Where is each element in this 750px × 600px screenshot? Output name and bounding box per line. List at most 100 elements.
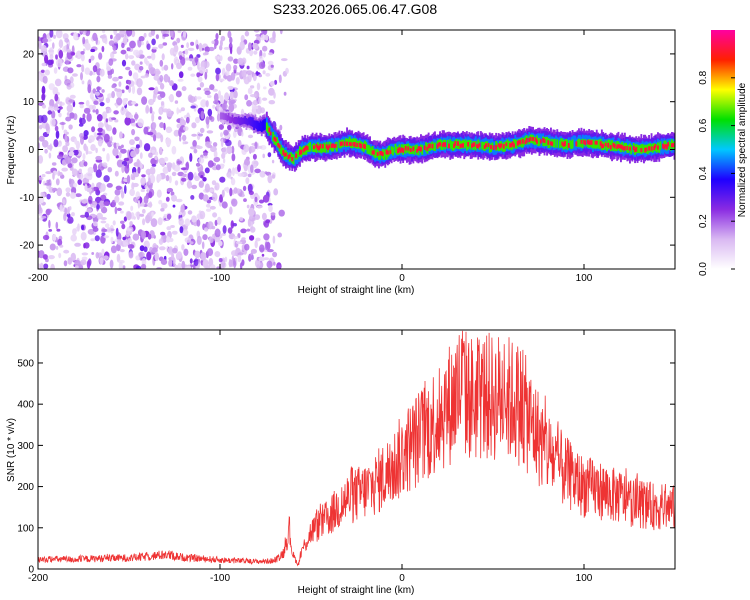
heatmap-cell — [110, 34, 113, 40]
heatmap-cell — [579, 139, 582, 148]
heatmap-cell — [443, 142, 445, 146]
heatmap-cell — [184, 237, 192, 243]
heatmap-cell — [281, 58, 288, 62]
heatmap-cell — [463, 140, 466, 149]
heatmap-cell — [107, 74, 113, 79]
heatmap-cell — [239, 262, 243, 269]
heatmap-cell — [48, 255, 55, 260]
heatmap-cell — [40, 44, 48, 54]
heatmap-cell — [88, 58, 92, 64]
heatmap-cell — [258, 256, 266, 262]
heatmap-cell — [58, 39, 64, 49]
heatmap-cell — [273, 136, 276, 141]
heatmap-cell — [204, 46, 211, 53]
heatmap-cell — [152, 93, 156, 103]
heatmap-cell — [193, 148, 198, 154]
heatmap-cell — [58, 112, 62, 118]
heatmap-cell — [550, 141, 552, 146]
x-tick-label: 100 — [576, 573, 593, 584]
heatmap-cell — [116, 253, 121, 263]
heatmap-cell — [584, 140, 587, 146]
heatmap-cell — [121, 59, 127, 67]
heatmap-cell — [72, 228, 77, 236]
heatmap-cell — [200, 175, 204, 179]
heatmap-cell — [386, 150, 389, 155]
heatmap-cell — [253, 50, 258, 55]
heatmap-cell — [198, 66, 206, 74]
heatmap-cell — [271, 174, 276, 179]
heatmap-cell — [65, 156, 72, 164]
heatmap-cell — [255, 34, 261, 37]
heatmap-cell — [148, 152, 153, 158]
heatmap-cell — [253, 30, 260, 33]
heatmap-cell — [199, 82, 205, 88]
heatmap-cell — [388, 145, 391, 156]
heatmap-cell — [177, 262, 182, 269]
heatmap-cell — [376, 152, 379, 156]
heatmap-cell — [48, 219, 51, 229]
heatmap-cell — [614, 143, 617, 152]
heatmap-cell — [93, 132, 97, 138]
heatmap-cell — [171, 171, 177, 177]
heatmap-cell — [171, 63, 174, 70]
heatmap-cell — [262, 153, 266, 159]
heatmap-cell — [81, 64, 85, 73]
heatmap-cell — [133, 172, 140, 178]
heatmap-cell — [412, 146, 415, 152]
heatmap-cell — [103, 201, 111, 206]
heatmap-cell — [566, 140, 569, 150]
x-tick-label: -100 — [210, 573, 230, 584]
heatmap-cell — [124, 116, 131, 126]
heatmap-cell — [71, 168, 78, 177]
heatmap-cell — [246, 118, 249, 126]
heatmap-cell — [225, 139, 232, 147]
heatmap-cell — [121, 223, 126, 230]
heatmap-cell — [229, 36, 233, 44]
heatmap-cell — [597, 139, 599, 148]
heatmap-cell — [347, 138, 350, 147]
heatmap-cell — [65, 141, 70, 147]
heatmap-cell — [247, 134, 254, 139]
heatmap-cell — [204, 167, 210, 174]
heatmap-cell — [176, 107, 179, 115]
heatmap-cell — [111, 84, 116, 89]
heatmap-cell — [137, 118, 144, 128]
heatmap-cell — [82, 177, 89, 184]
heatmap-cell — [41, 85, 46, 95]
heatmap-cell — [248, 117, 250, 125]
heatmap-cell — [341, 141, 343, 146]
heatmap-cell — [92, 186, 100, 192]
heatmap-cell — [300, 149, 303, 155]
heatmap-cell — [140, 188, 145, 193]
heatmap-cell — [221, 233, 226, 236]
heatmap-cell — [420, 147, 422, 152]
heatmap-cell — [662, 143, 664, 149]
heatmap-cell — [131, 101, 137, 105]
heatmap-cell — [369, 146, 371, 155]
heatmap-cell — [63, 129, 68, 135]
heatmap-cell — [604, 142, 607, 147]
heatmap-cell — [343, 141, 346, 146]
heatmap-cell — [58, 172, 63, 176]
heatmap-cell — [215, 33, 219, 40]
heatmap-cell — [80, 231, 87, 241]
heatmap-cell — [237, 139, 242, 148]
heatmap-cell — [53, 107, 60, 111]
heatmap-cell — [214, 43, 217, 50]
heatmap-cell — [48, 152, 52, 159]
heatmap-cell — [196, 44, 199, 50]
heatmap-cell — [101, 206, 108, 214]
heatmap-cell — [278, 74, 282, 84]
heatmap-cell — [481, 141, 484, 150]
heatmap-cell — [114, 189, 121, 196]
heatmap-cell — [228, 116, 231, 124]
heatmap-cell — [279, 124, 283, 131]
heatmap-cell — [97, 122, 104, 129]
heatmap-cell — [380, 150, 383, 156]
heatmap-cell — [497, 143, 500, 148]
heatmap-cell — [249, 235, 255, 241]
heatmap-cell — [299, 150, 301, 155]
heatmap-cell — [182, 173, 188, 178]
heatmap-cell — [112, 45, 117, 51]
heatmap-cell — [254, 214, 261, 221]
